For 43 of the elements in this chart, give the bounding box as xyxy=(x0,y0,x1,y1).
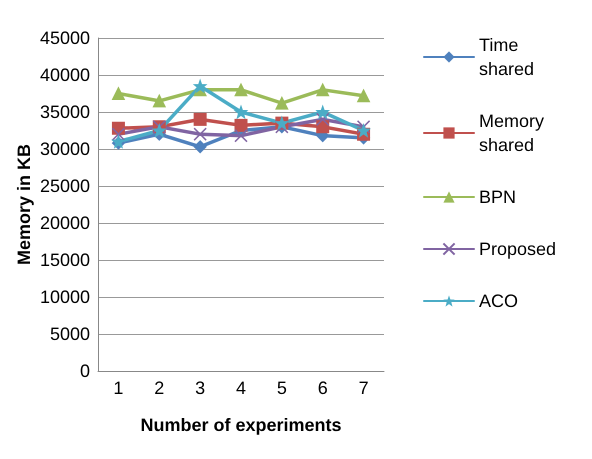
point xyxy=(112,87,125,100)
legend-label: Proposed xyxy=(479,239,556,259)
x-axis-title: Number of experiments xyxy=(140,415,342,435)
y-tick-label: 30000 xyxy=(40,139,90,159)
point xyxy=(357,124,370,137)
x-tick-label: 1 xyxy=(113,378,124,398)
y-axis-title: Memory in KB xyxy=(14,144,34,266)
y-tick-label: 0 xyxy=(80,361,90,381)
point xyxy=(234,106,248,118)
x-tick-label: 6 xyxy=(318,378,328,398)
point xyxy=(357,89,370,102)
y-tick-label: 15000 xyxy=(40,250,90,270)
legend-label: Time shared xyxy=(479,35,534,79)
point xyxy=(316,83,330,96)
point xyxy=(194,80,207,93)
x-tick-label: 7 xyxy=(358,378,369,398)
point xyxy=(194,140,207,154)
y-tick-label: 25000 xyxy=(40,176,90,196)
x-tick-label: 2 xyxy=(154,378,164,398)
y-tick-label: 45000 xyxy=(40,28,90,48)
point xyxy=(234,128,248,142)
point xyxy=(194,112,207,126)
point xyxy=(316,112,330,126)
x-tick-label: 3 xyxy=(195,378,206,398)
legend-label: BPN xyxy=(479,187,516,207)
x-tick-label: 5 xyxy=(276,378,287,398)
point xyxy=(275,96,288,110)
y-tick-label: 10000 xyxy=(40,287,90,307)
point xyxy=(193,127,207,141)
y-tick-label: 40000 xyxy=(40,65,90,85)
y-tick-label: 35000 xyxy=(40,102,90,122)
point xyxy=(356,120,370,134)
point xyxy=(152,124,166,137)
y-tick-label: 5000 xyxy=(50,324,90,344)
point xyxy=(152,94,166,108)
x-tick-label: 4 xyxy=(236,378,246,398)
point xyxy=(112,127,126,141)
point xyxy=(234,83,248,96)
point xyxy=(234,118,248,132)
legend-label: Memory shared xyxy=(479,111,550,155)
point xyxy=(316,106,330,118)
legend-label: ACO xyxy=(479,291,518,311)
y-tick-label: 20000 xyxy=(40,213,90,233)
